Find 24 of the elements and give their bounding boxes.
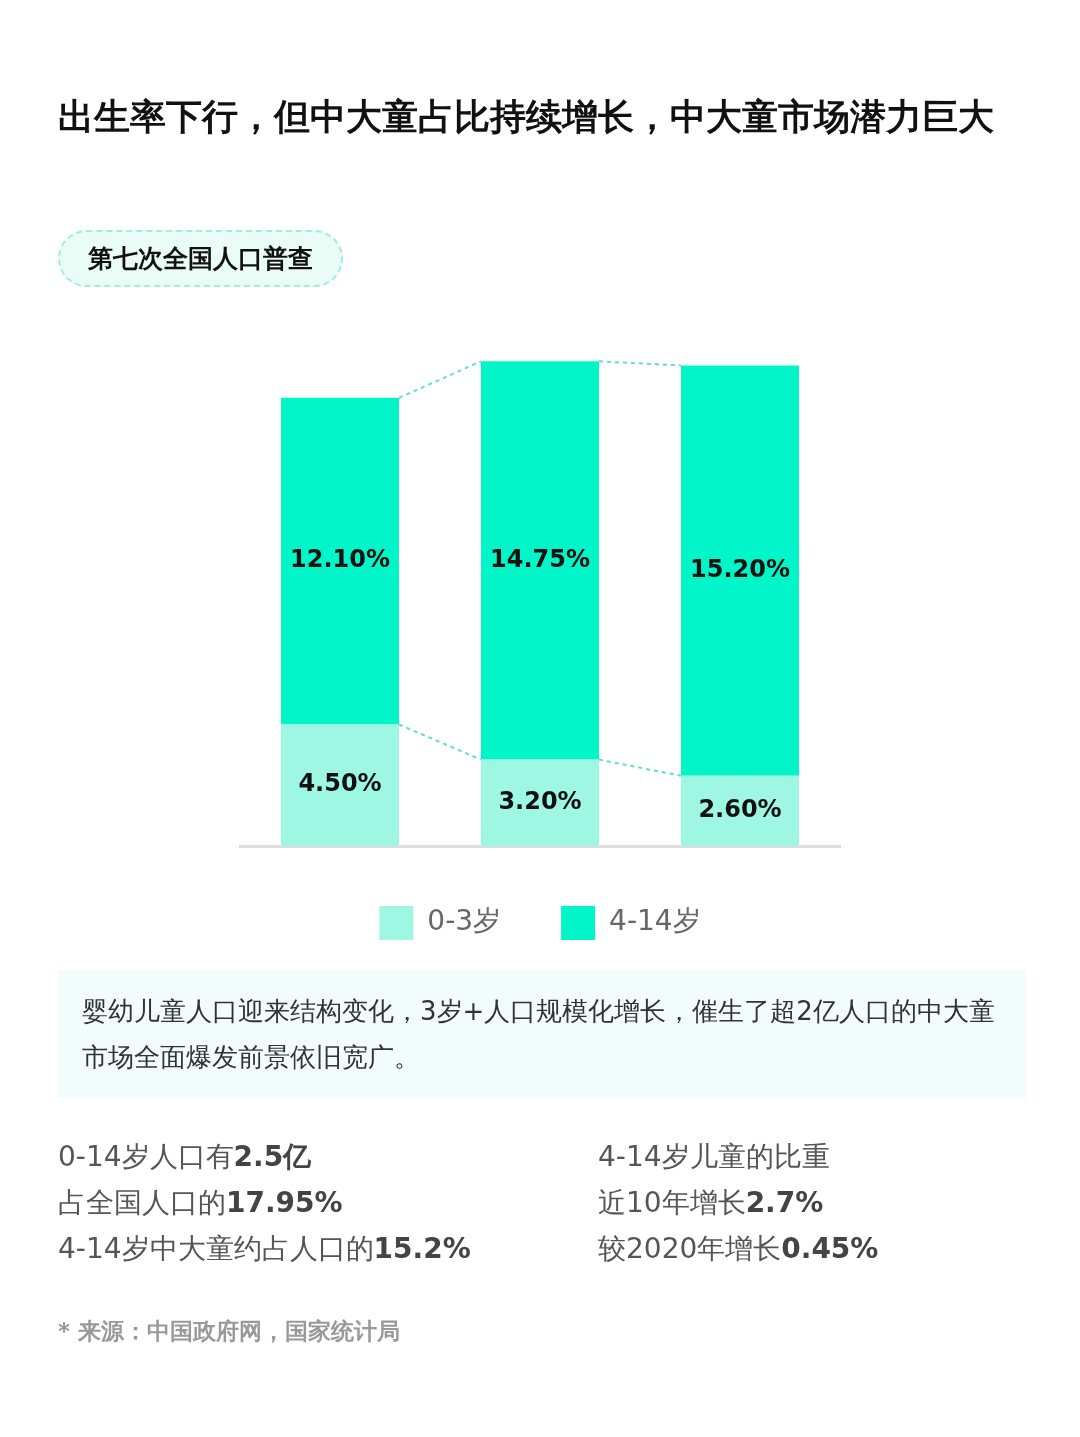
text: 0-14岁人口有2.5亿	[58, 1139, 313, 1175]
text: * 来源：中国政府网，国家统计局	[58, 1317, 401, 1346]
bar	[481, 361, 599, 760]
data-label: 15.20%	[690, 554, 790, 583]
text: 较2020年增长0.45%	[598, 1231, 880, 1267]
data-label: 4.50%	[298, 769, 382, 798]
bar	[681, 775, 799, 846]
bar	[281, 397, 399, 725]
bar	[481, 759, 599, 846]
data-label: 14.75%	[490, 544, 590, 573]
text: 近10年增长2.7%	[598, 1185, 825, 1221]
chart-title: 出生率下行，但中大童占比持续增长，中大童市场潜力巨大	[58, 95, 995, 139]
data-label: 2.60%	[698, 795, 782, 824]
bar	[281, 724, 399, 846]
text: 4-14岁儿童的比重	[598, 1139, 831, 1175]
text: 占全国人口的17.95%	[58, 1185, 344, 1221]
bar	[681, 365, 799, 776]
data-label: 12.10%	[290, 545, 390, 574]
text: 4-14岁中大童约占人口的15.2%	[58, 1231, 472, 1267]
data-label: 3.20%	[498, 787, 582, 816]
text: 婴幼儿童人口迎来结构变化，3岁+人口规模化增长，催生了超2亿人口的中大童市场全面爆发前景依旧宽广。	[58, 970, 1026, 1098]
legend-label: 0-3岁	[427, 904, 502, 938]
legend-label: 4-14岁	[609, 904, 701, 938]
chart-subtitle: 第七次全国人口普查	[58, 230, 343, 287]
